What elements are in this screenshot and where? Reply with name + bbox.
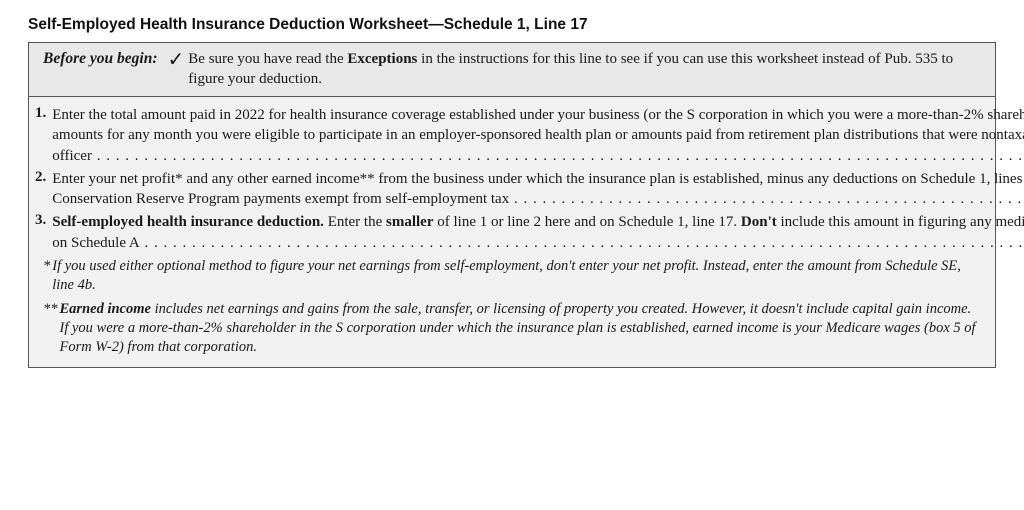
line-3-b: of line 1 or line 2 here and on Schedule… — [433, 214, 740, 230]
footnote-2: ** Earned income includes net earnings a… — [43, 300, 981, 357]
line-num-2: 2. — [35, 167, 52, 210]
footnote-2-bold: Earned income — [60, 301, 151, 317]
footnote-1-mark: * — [43, 257, 52, 295]
footnote-1: * If you used either optional method to … — [43, 257, 981, 295]
before-you-begin-box: Before you begin: ✓ Be sure you have rea… — [29, 43, 995, 97]
line-1-lastword: officer — [52, 148, 92, 164]
footnote-1-text: If you used either optional method to fi… — [52, 257, 981, 295]
before-text: Be sure you have read the Exceptions in … — [188, 49, 983, 90]
line-3-boldb: smaller — [386, 214, 433, 230]
table-row: 2. Enter your net profit* and any other … — [35, 167, 989, 210]
line-3-boldlead: Self-employed health insurance deduction… — [52, 214, 324, 230]
line-3-lastword: on Schedule A — [52, 235, 140, 251]
footnotes: * If you used either optional method to … — [35, 253, 989, 359]
table-row: 1. Enter the total amount paid in 2022 f… — [35, 103, 989, 167]
checkmark-icon: ✓ — [168, 50, 189, 70]
worksheet-title: Self-Employed Health Insurance Deduction… — [28, 16, 996, 34]
line-3-c: include this amount in figuring any medi… — [777, 214, 1024, 230]
footnote-2-mark: ** — [43, 300, 60, 357]
line-1-body: Enter the total amount paid in 2022 for … — [52, 107, 1024, 144]
worksheet-container: Before you begin: ✓ Be sure you have rea… — [28, 42, 996, 368]
line-1-text: Enter the total amount paid in 2022 for … — [52, 103, 1024, 167]
line-3-a: Enter the — [324, 214, 386, 230]
table-row: 3. Self-employed health insurance deduct… — [35, 210, 989, 253]
before-pre: Be sure you have read the — [188, 51, 347, 67]
line-2-leader: Conservation Reserve Program payments ex… — [52, 189, 1024, 210]
worksheet-body: 1. Enter the total amount paid in 2022 f… — [29, 97, 995, 367]
footnote-2-text: Earned income includes net earnings and … — [60, 300, 982, 357]
line-3-leader: on Schedule A — [52, 233, 1024, 254]
line-num-3: 3. — [35, 210, 52, 253]
line-3-text: Self-employed health insurance deduction… — [52, 210, 1024, 253]
line-1-leader: officer — [52, 146, 1024, 167]
line-2-text: Enter your net profit* and any other ear… — [52, 167, 1024, 210]
before-label: Before you begin: — [43, 49, 168, 70]
line-2-body: Enter your net profit* and any other ear… — [52, 171, 1024, 187]
line-2-lastword: Conservation Reserve Program payments ex… — [52, 191, 509, 207]
before-bold: Exceptions — [347, 51, 417, 67]
line-num-1: 1. — [35, 103, 52, 167]
line-3-boldc: Don't — [741, 214, 777, 230]
footnote-2-body: includes net earnings and gains from the… — [60, 301, 976, 355]
